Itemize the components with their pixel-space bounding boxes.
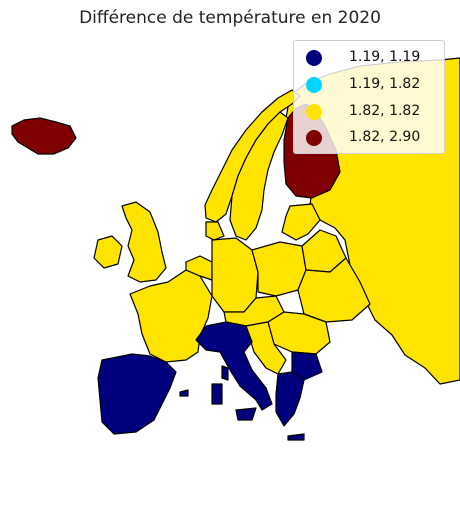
region-balearic [179, 389, 189, 397]
region-hungary-romania [267, 311, 331, 355]
region-corsica [221, 365, 229, 381]
region-poland [251, 241, 307, 297]
legend-label: 1.82, 1.82 [349, 103, 421, 119]
region-sardinia [211, 383, 223, 405]
legend-swatch [306, 104, 322, 120]
legend-item: 1.19, 1.19 [294, 45, 444, 71]
legend-swatch [306, 77, 322, 93]
legend-item: 1.19, 1.82 [294, 72, 444, 98]
region-iceland [11, 117, 77, 155]
legend-item: 1.82, 2.90 [294, 125, 444, 151]
region-crete [287, 433, 305, 441]
region-greece [275, 371, 305, 427]
region-ireland [93, 235, 123, 269]
legend-swatch [306, 50, 322, 66]
legend-label: 1.82, 2.90 [349, 129, 421, 145]
region-uk [121, 201, 167, 283]
region-france [129, 269, 213, 363]
region-balkans-west [245, 321, 287, 375]
region-italy [195, 321, 273, 411]
region-sicily [235, 407, 257, 421]
region-bulgaria [291, 351, 323, 381]
region-baltics [281, 203, 321, 241]
region-germany [211, 237, 259, 313]
map-title: Différence de température en 2020 [79, 8, 381, 28]
legend-swatch [306, 130, 322, 146]
legend-label: 1.19, 1.19 [349, 49, 421, 65]
region-norway [204, 89, 301, 223]
legend-item: 1.82, 1.82 [294, 99, 444, 125]
region-denmark [205, 221, 225, 241]
region-iberia [97, 353, 177, 435]
region-sweden [229, 111, 289, 241]
legend-label: 1.19, 1.82 [349, 76, 421, 92]
legend: 1.19, 1.19 1.19, 1.82 1.82, 1.82 1.82, 2… [293, 40, 445, 154]
